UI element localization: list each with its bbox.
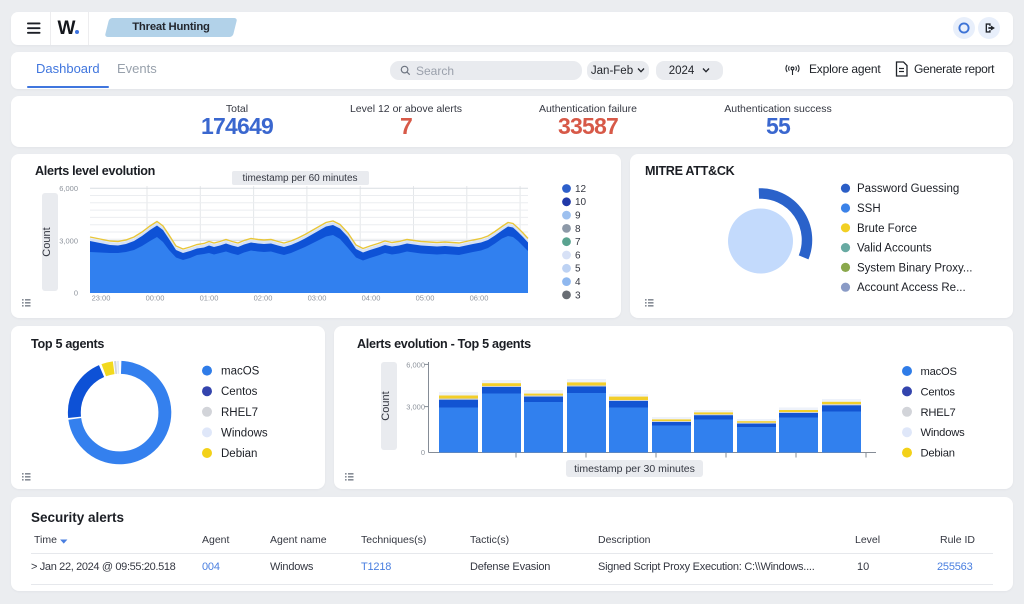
svg-text:Top 5 agents: Top 5 agents <box>31 337 104 351</box>
svg-text:Brute Force: Brute Force <box>857 223 917 235</box>
svg-text:0: 0 <box>74 289 78 298</box>
svg-text:timestamp per 60 minutes: timestamp per 60 minutes <box>242 173 357 184</box>
svg-text:Debian: Debian <box>921 448 955 460</box>
svg-text:10: 10 <box>575 197 587 208</box>
svg-text:5: 5 <box>575 264 581 275</box>
svg-text:System Binary Proxy...: System Binary Proxy... <box>857 262 972 274</box>
svg-text:macOS: macOS <box>921 366 957 378</box>
svg-text:Windows: Windows <box>221 427 268 439</box>
svg-text:Centos: Centos <box>921 386 956 398</box>
svg-text:0: 0 <box>421 448 425 457</box>
svg-text:RHEL7: RHEL7 <box>221 407 258 419</box>
svg-text:00:00: 00:00 <box>146 294 165 303</box>
svg-text:9: 9 <box>575 211 581 222</box>
svg-text:Password Guessing: Password Guessing <box>857 183 959 195</box>
svg-text:macOS: macOS <box>221 366 260 378</box>
svg-text:SSH: SSH <box>857 203 881 215</box>
svg-text:6,000: 6,000 <box>59 184 78 193</box>
svg-text:3,000: 3,000 <box>406 403 425 412</box>
svg-text:6: 6 <box>575 250 581 261</box>
svg-text:7: 7 <box>575 237 581 248</box>
svg-text:Account Access Re...: Account Access Re... <box>857 282 966 294</box>
svg-text:04:00: 04:00 <box>362 294 381 303</box>
svg-text:01:00: 01:00 <box>200 294 219 303</box>
svg-text:Count: Count <box>41 227 53 256</box>
svg-text:MITRE ATT&CK: MITRE ATT&CK <box>645 164 735 178</box>
svg-text:Debian: Debian <box>221 448 257 460</box>
svg-text:02:00: 02:00 <box>254 294 273 303</box>
svg-text:Alerts level evolution: Alerts level evolution <box>35 164 155 178</box>
svg-text:Count: Count <box>380 391 392 420</box>
svg-text:Valid Accounts: Valid Accounts <box>857 243 932 255</box>
svg-text:Alerts evolution - Top 5 agent: Alerts evolution - Top 5 agents <box>357 337 531 351</box>
svg-text:23:00: 23:00 <box>92 294 111 303</box>
svg-text:3: 3 <box>575 290 581 301</box>
svg-text:Centos: Centos <box>221 386 258 398</box>
svg-text:3,000: 3,000 <box>59 237 78 246</box>
svg-text:03:00: 03:00 <box>308 294 327 303</box>
svg-text:05:00: 05:00 <box>416 294 435 303</box>
svg-text:6,000: 6,000 <box>406 360 425 369</box>
svg-text:12: 12 <box>575 184 587 195</box>
svg-text:Windows: Windows <box>921 427 966 439</box>
svg-text:8: 8 <box>575 224 581 235</box>
svg-text:RHEL7: RHEL7 <box>921 407 956 419</box>
svg-text:06:00: 06:00 <box>470 294 489 303</box>
svg-text:4: 4 <box>575 277 581 288</box>
svg-text:timestamp per 30 minutes: timestamp per 30 minutes <box>574 463 695 475</box>
